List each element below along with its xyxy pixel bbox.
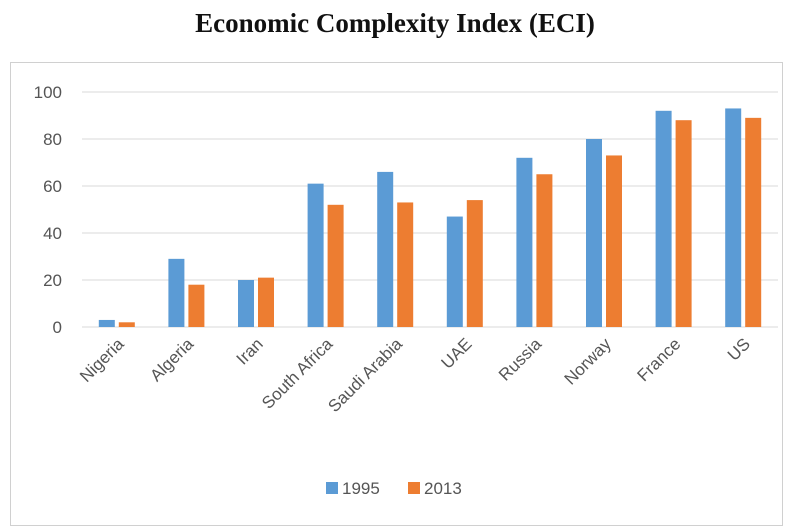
bar-1995 xyxy=(516,157,533,327)
bar-2013 xyxy=(258,277,274,327)
bar-2013 xyxy=(118,322,135,327)
x-category-label: Norway xyxy=(561,334,616,389)
x-category-label: Saudi Arabia xyxy=(324,334,406,416)
bar-1995 xyxy=(655,110,672,327)
x-category-label: Russia xyxy=(495,334,546,385)
x-category-label: France xyxy=(634,334,685,385)
bar-1995 xyxy=(168,258,185,327)
bar-2013 xyxy=(188,284,205,327)
bar-2013 xyxy=(675,120,692,327)
bar-2013 xyxy=(536,174,553,327)
bar-1995 xyxy=(98,319,115,327)
x-category-label: Algeria xyxy=(146,334,197,385)
x-category-label: Nigeria xyxy=(76,334,128,386)
bar-1995 xyxy=(377,171,394,327)
bar-1995 xyxy=(586,139,602,327)
bar-1995 xyxy=(238,280,254,327)
y-tick-label: 40 xyxy=(43,224,62,243)
bar-2013 xyxy=(327,204,344,327)
chart-title: Economic Complexity Index (ECI) xyxy=(195,8,595,38)
y-tick-label: 0 xyxy=(53,318,62,337)
y-tick-label: 80 xyxy=(43,130,62,149)
bar-2013 xyxy=(397,202,414,327)
x-category-label: UAE xyxy=(437,334,475,372)
legend-label: 2013 xyxy=(424,479,462,498)
legend-swatch-1995 xyxy=(326,482,338,494)
y-tick-label: 60 xyxy=(43,177,62,196)
y-tick-label: 100 xyxy=(34,83,62,102)
bar-2013 xyxy=(745,117,762,327)
bar-2013 xyxy=(466,200,483,327)
y-tick-label: 20 xyxy=(43,271,62,290)
bar-1995 xyxy=(307,183,324,327)
legend-swatch-2013 xyxy=(408,482,420,494)
bar-2013 xyxy=(606,155,622,327)
x-category-label: Iran xyxy=(233,334,267,368)
x-category-label: US xyxy=(724,334,754,364)
bar-1995 xyxy=(446,216,463,327)
bar-1995 xyxy=(725,108,742,327)
legend-label: 1995 xyxy=(342,479,380,498)
